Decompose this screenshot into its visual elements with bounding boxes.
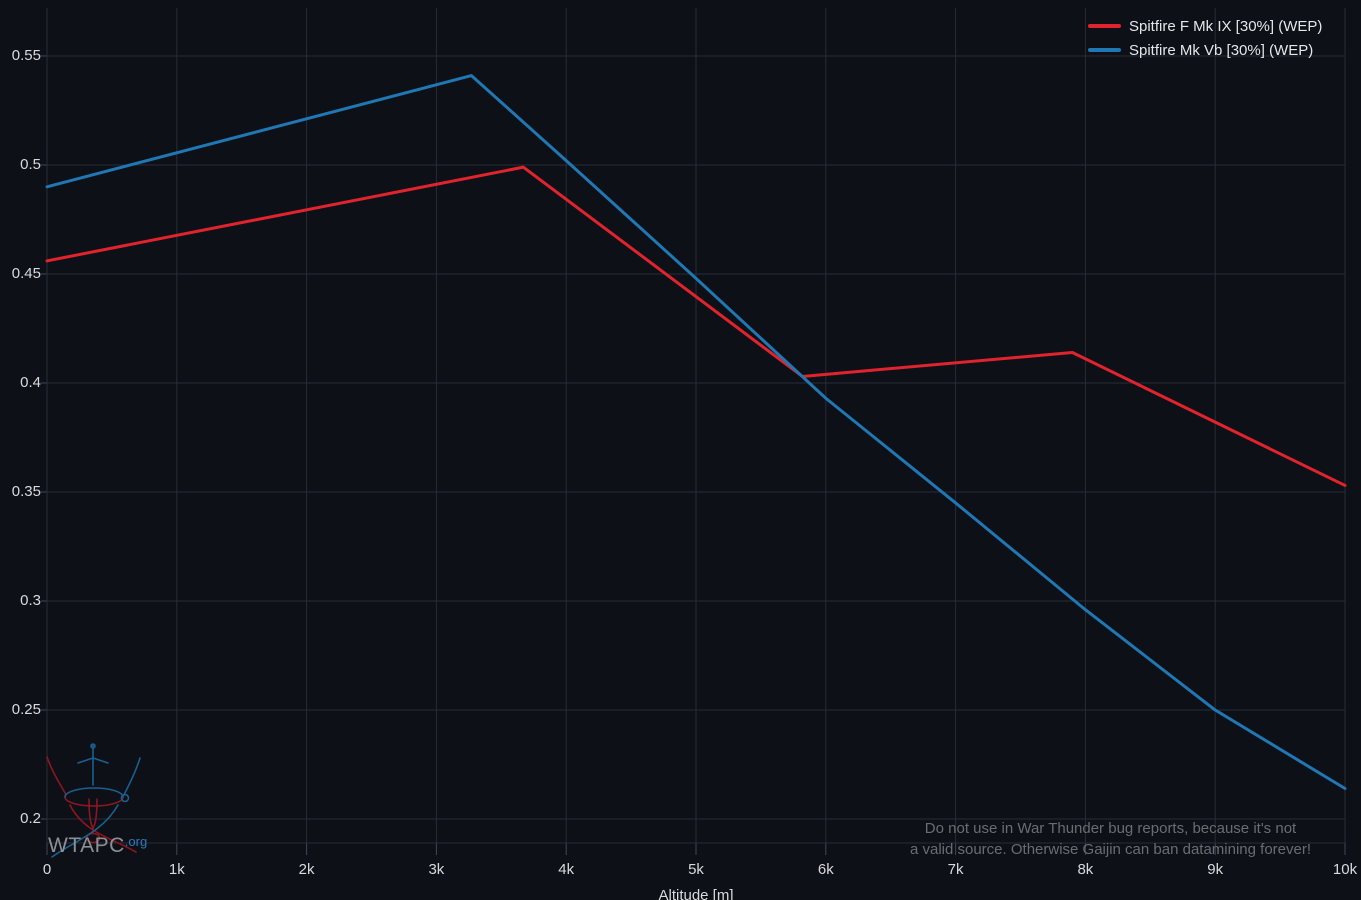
x-tick-label: 5k [688,861,704,878]
y-tick-label: 0.4 [20,373,41,391]
x-tick-label: 10k [1332,861,1358,878]
legend-label: Spitfire F Mk IX [30%] (WEP) [1129,17,1323,35]
x-tick-label: 2k [298,861,315,878]
watermark: Do not use in War Thunder bug reports, b… [858,818,1361,860]
y-tick-label: 0.5 [20,155,41,173]
legend: Spitfire F Mk IX [30%] (WEP) Spitfire Mk… [1088,14,1322,62]
wtapc-logo-text: WTAPC.org [48,834,147,858]
y-tick-label: 0.45 [11,264,41,282]
legend-swatch-blue-line [1088,48,1121,52]
watermark-line-2: a valid source. Otherwise Gaijin can ban… [909,841,1312,858]
x-tick-label: 8k [1077,861,1094,878]
x-tick-label: 3k [428,861,445,878]
y-tick-label: 0.3 [20,592,41,609]
x-tick-label: 4k [558,861,575,878]
x-tick-label: 7k [947,861,964,878]
legend-swatch-red-line [1088,24,1121,28]
logo-domain-suffix: .org [124,834,148,849]
legend-item-spitfire-f-mk-ix[interactable]: Spitfire F Mk IX [30%] (WEP) [1088,14,1322,38]
x-tick-label: 0 [42,861,52,878]
x-tick-label: 1k [168,861,185,878]
y-tick-label: 0.35 [11,482,41,500]
legend-label: Spitfire Mk Vb [30%] (WEP) [1129,41,1314,59]
x-tick-label: 6k [817,861,834,878]
series-line [45,74,1347,790]
x-tick-label: 9k [1207,861,1224,878]
y-tick-label: 0.55 [11,46,41,64]
y-tick-label: 0.25 [11,701,41,718]
legend-item-spitfire-mk-vb[interactable]: Spitfire Mk Vb [30%] (WEP) [1088,38,1322,62]
watermark-line-1: Do not use in War Thunder bug reports, b… [924,820,1297,837]
y-tick-label: 0.2 [20,810,41,828]
wtapc-logo-icon [46,743,141,858]
x-axis-title: Altitude [m] [658,887,734,900]
logo-wordmark: WTAPC [48,834,125,857]
